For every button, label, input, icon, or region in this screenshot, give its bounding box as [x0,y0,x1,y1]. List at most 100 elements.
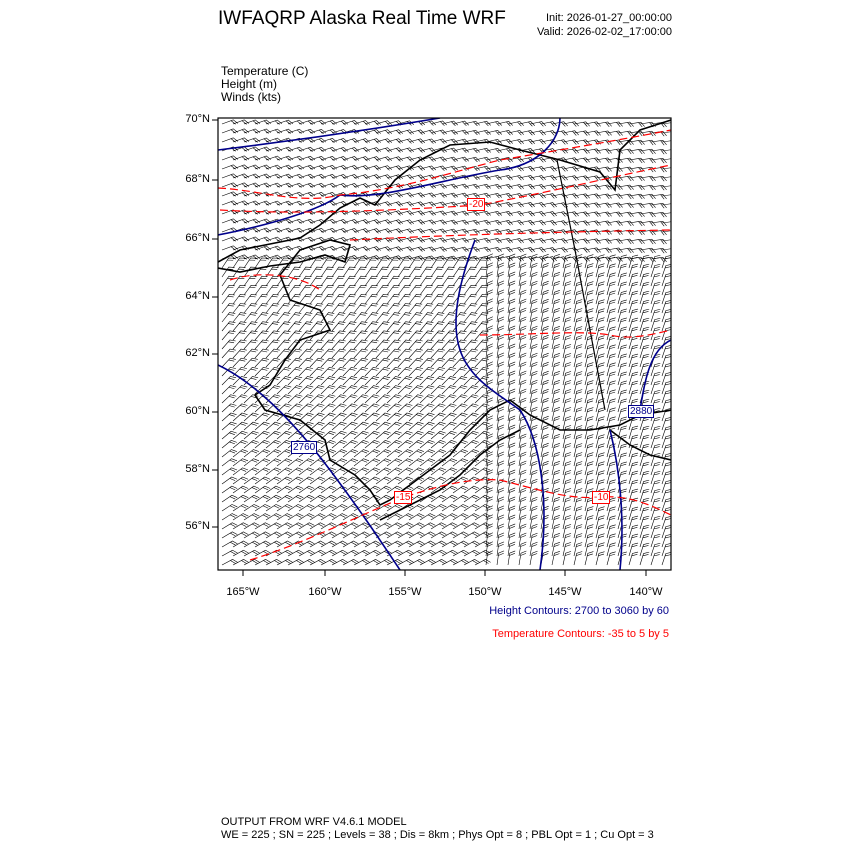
wind-barb [661,462,671,476]
wind-barb [254,376,270,386]
wind-barb [573,416,583,431]
wind-barb [320,549,337,557]
wind-barb [595,130,612,136]
wind-barb [221,467,238,476]
wind-barb [441,522,458,530]
wind-barb [474,339,489,350]
wind-barb [364,357,379,368]
wind-barb [298,522,315,530]
wind-barb [364,440,380,449]
wind-barb [419,558,436,566]
wind-barb [639,524,650,539]
wind-barb [573,407,583,422]
wind-barb [573,371,583,386]
wind-barb [474,440,490,449]
wind-barb [221,430,237,440]
wind-barb [518,202,535,208]
wind-barb [628,317,639,332]
wind-barb [419,210,436,216]
wind-barb [386,522,403,530]
wind-barb [342,549,359,557]
wind-barb [419,430,435,440]
wind-barb [331,174,349,180]
wind-barb [375,412,391,422]
wind-barb [331,339,346,350]
wind-barb [518,523,527,539]
wind-barb [617,317,627,332]
wind-barb [650,380,661,395]
wind-barb [595,220,612,226]
wind-barb [518,532,527,548]
wind-barb [617,247,634,254]
wind-barb [562,238,579,244]
wind-barb [518,334,527,350]
wind-barb [507,478,516,494]
wind-barb [628,389,639,404]
wind-barb [342,174,360,180]
wind-barb [353,367,369,377]
wind-barb [507,361,516,377]
wind-barb [584,497,594,512]
wind-barb [485,424,493,440]
wind-barb [353,440,369,449]
wind-barb [661,158,671,161]
wind-barb [221,245,238,251]
wind-barb [650,148,667,155]
wind-barb [551,443,560,458]
wind-barb [342,367,358,377]
wind-barb [276,367,292,377]
wind-barb [287,164,305,170]
wind-barb [518,220,535,226]
wind-barb [353,549,370,557]
wind-barb [342,156,360,162]
wind-barb [518,370,527,386]
wind-barb [573,335,583,350]
wind-barb [276,430,292,440]
wind-barb [254,339,269,350]
wind-barb [287,266,301,278]
wind-barb [650,308,661,323]
wind-barb [331,165,349,171]
wind-barb [232,303,247,314]
wind-barb [551,533,560,548]
wind-barb [364,522,381,530]
wind-barb [276,531,293,539]
wind-barb [606,211,623,218]
map-frame [217,117,672,571]
wind-barb [353,183,371,189]
wind-barb [452,504,469,512]
wind-barb [540,220,557,226]
wind-barb [507,514,516,530]
wind-barb [496,433,505,449]
wind-barb [584,193,601,199]
wind-barb [518,379,527,395]
wind-barb [221,440,237,449]
temperature-contour-label: -10 [592,491,611,504]
wind-barb [276,227,294,233]
wind-barb [650,157,667,164]
wind-barb [342,339,357,350]
wind-barb [628,470,639,485]
wind-barb [397,330,412,341]
wind-barb [243,137,260,143]
wind-barb [353,558,370,566]
wind-barb [628,202,645,209]
wind-barb [584,398,594,413]
wind-barb [232,367,248,377]
wind-barb [221,173,238,179]
wind-barb [276,476,293,485]
wind-barb [364,540,381,548]
wind-barb [309,209,327,216]
wind-barb [342,138,360,144]
wind-barb [397,385,413,395]
plot-title: IWFAQRP Alaska Real Time WRF [218,8,506,29]
wind-barb [441,303,456,314]
wind-barb [661,273,671,287]
wind-barb [463,531,480,539]
wind-barb [584,353,594,368]
wind-barb [265,458,282,467]
wind-barb [661,149,671,152]
wind-barb [232,155,249,161]
wind-barb [364,246,382,252]
wind-barb [540,139,557,145]
